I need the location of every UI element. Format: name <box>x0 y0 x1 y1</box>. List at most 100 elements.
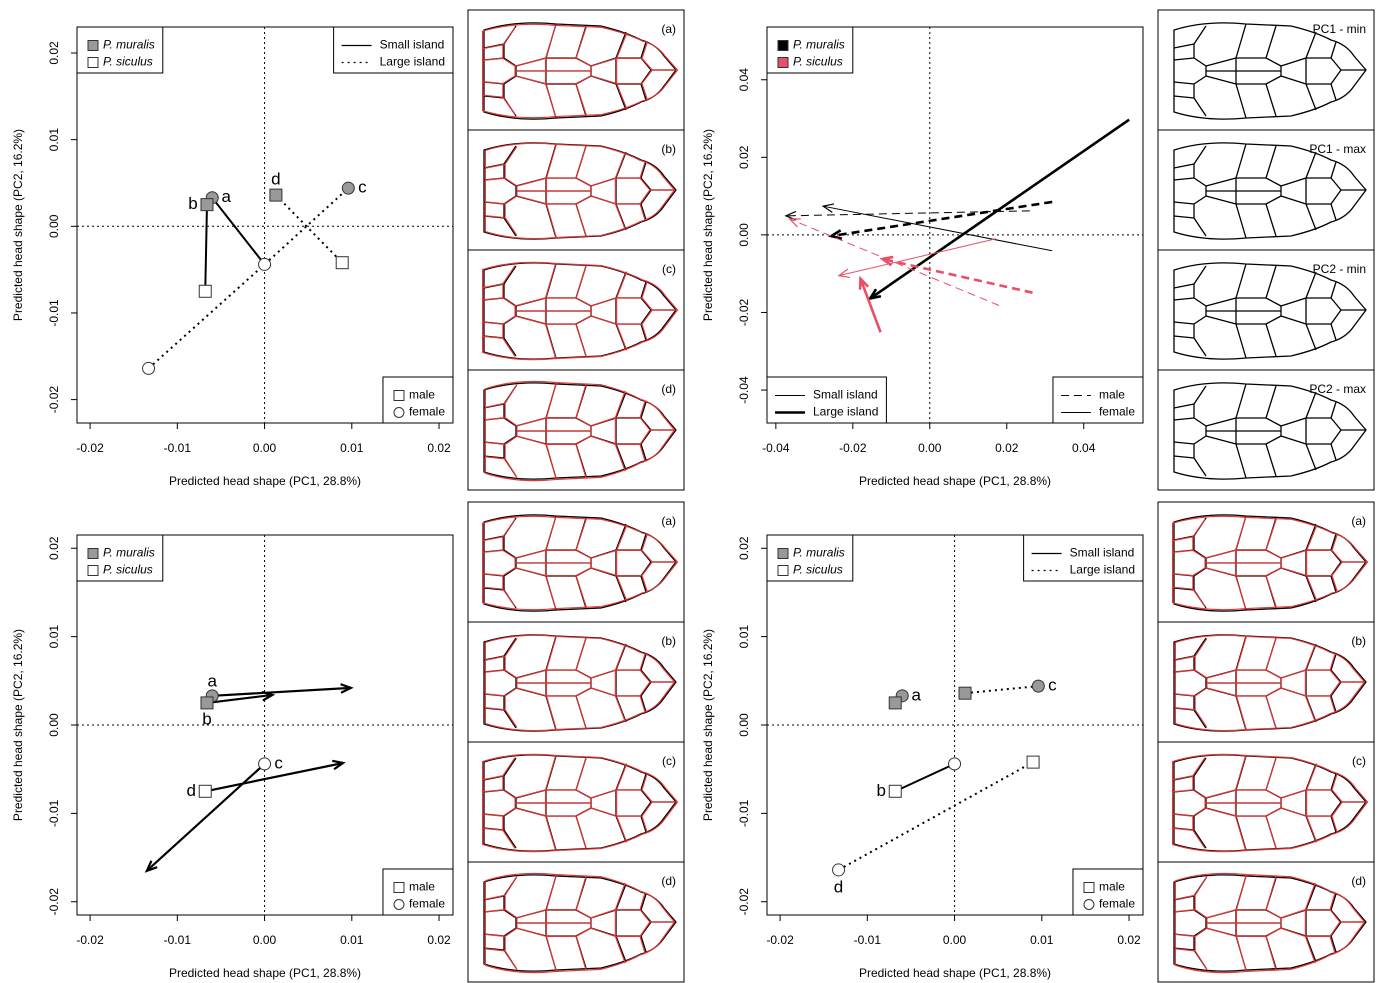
legend-label: male <box>409 880 435 894</box>
x-tick-label: -0.02 <box>839 441 867 455</box>
y-tick-label: -0.02 <box>47 386 61 414</box>
shape-box <box>1157 501 1375 623</box>
x-tick-label: 0.01 <box>1030 933 1054 947</box>
legend: male female <box>382 868 454 916</box>
legend-label: Large island <box>813 405 878 419</box>
point <box>958 686 972 700</box>
shape-panel: (c) <box>1157 741 1375 863</box>
plot-box <box>766 26 1144 424</box>
x-tick-label: 0.00 <box>918 441 942 455</box>
legend-marker <box>1083 882 1095 893</box>
arrow-head <box>144 860 158 873</box>
shape-label: PC2 - min <box>1313 262 1366 276</box>
arrow-head <box>879 255 894 267</box>
x-axis-label: Predicted head shape (PC1, 28.8%) <box>169 474 361 488</box>
shape-label: PC2 - max <box>1309 382 1366 396</box>
legend-marker <box>777 565 789 576</box>
shape-label: (c) <box>662 754 676 768</box>
point <box>1031 679 1045 693</box>
y-tick-label: 0.01 <box>47 128 61 152</box>
shape-panel: (c) <box>467 741 685 863</box>
x-axis-label: Predicted head shape (PC1, 28.8%) <box>859 966 1051 980</box>
point-label: d <box>187 781 196 800</box>
shape-label: (a) <box>1351 514 1366 528</box>
legend-label: P. siculus <box>793 55 843 69</box>
y-tick-label: -0.01 <box>737 799 751 827</box>
legend: Small island Large island <box>1023 534 1144 582</box>
x-tick-label: 0.04 <box>1072 441 1096 455</box>
legend: male female <box>1072 868 1144 916</box>
shape-box <box>467 501 685 623</box>
x-tick-label: -0.02 <box>76 441 104 455</box>
y-tick-label: 0.00 <box>737 713 751 737</box>
legend-label: Small island <box>380 38 445 52</box>
y-axis-label: Predicted head shape (PC2, 16.2%) <box>11 129 25 321</box>
legend: P. muralis P. siculus <box>76 534 164 582</box>
connector <box>211 197 266 266</box>
y-axis-label: Predicted head shape (PC2, 16.2%) <box>11 629 25 821</box>
point <box>335 256 349 270</box>
x-tick-label: 0.00 <box>943 933 967 947</box>
point-label: a <box>207 671 217 690</box>
x-tick-label: 0.00 <box>253 441 277 455</box>
legend-label: Small island <box>1070 546 1135 560</box>
legend-marker <box>777 40 789 51</box>
arrow <box>859 278 882 333</box>
y-tick-label: 0.00 <box>737 223 751 247</box>
shape-label: (b) <box>661 142 676 156</box>
arrow <box>838 238 997 277</box>
y-tick-label: -0.02 <box>47 888 61 916</box>
shape-label: (b) <box>1351 634 1366 648</box>
shape-panel: (d) <box>1157 861 1375 983</box>
legend-box <box>1052 376 1144 424</box>
point-label: c <box>1048 676 1057 695</box>
legend-marker <box>393 899 405 910</box>
x-tick-label: 0.02 <box>427 933 451 947</box>
arrow <box>146 763 266 872</box>
connector <box>964 685 1039 695</box>
shape-box <box>467 369 685 491</box>
point-label: b <box>202 709 211 728</box>
y-axis-label: Predicted head shape (PC2, 16.2%) <box>701 629 715 821</box>
point <box>832 863 846 877</box>
connector <box>204 204 208 292</box>
point <box>198 784 212 798</box>
y-tick-label: 0.02 <box>47 536 61 560</box>
arrow-head <box>821 203 835 213</box>
connector <box>275 194 343 264</box>
arrow-head <box>867 288 882 301</box>
legend-label: Large island <box>380 55 445 69</box>
legend-label: male <box>409 388 435 402</box>
legend: male female <box>1052 376 1144 424</box>
arrow <box>831 200 1053 238</box>
shape-panel: (d) <box>467 369 685 491</box>
point <box>258 257 272 271</box>
y-tick-label: -0.01 <box>47 299 61 327</box>
point-label: c <box>274 753 283 772</box>
x-axis-label: Predicted head shape (PC1, 28.8%) <box>859 474 1051 488</box>
legend-label: female <box>1099 897 1135 911</box>
shape-label: (a) <box>661 22 676 36</box>
point <box>1026 755 1040 769</box>
shape-box <box>1157 9 1375 131</box>
point-label: c <box>358 178 367 197</box>
legend-marker <box>393 390 405 401</box>
shape-panel: (b) <box>467 621 685 743</box>
y-tick-label: -0.02 <box>737 888 751 916</box>
arrow-head <box>788 218 801 228</box>
x-tick-label: -0.01 <box>164 441 192 455</box>
x-tick-label: 0.02 <box>427 441 451 455</box>
x-tick-label: -0.04 <box>762 441 790 455</box>
y-tick-label: -0.01 <box>47 799 61 827</box>
shape-panel: PC2 - max <box>1157 369 1375 491</box>
point <box>341 181 355 195</box>
legend-label: P. siculus <box>103 55 153 69</box>
shape-panel: (b) <box>467 129 685 251</box>
y-tick-label: 0.02 <box>737 536 751 560</box>
shape-box <box>1157 741 1375 863</box>
point <box>198 284 212 298</box>
shape-label: (c) <box>662 262 676 276</box>
shape-panel: (a) <box>467 501 685 623</box>
panel: -0.02 -0.01 0.00 0.01 0.02 -0.02 -0.01 0.00 0.01… <box>11 534 454 980</box>
panel: -0.02 -0.01 0.00 0.01 0.02 -0.02 -0.01 0.00 0.01… <box>11 26 454 488</box>
